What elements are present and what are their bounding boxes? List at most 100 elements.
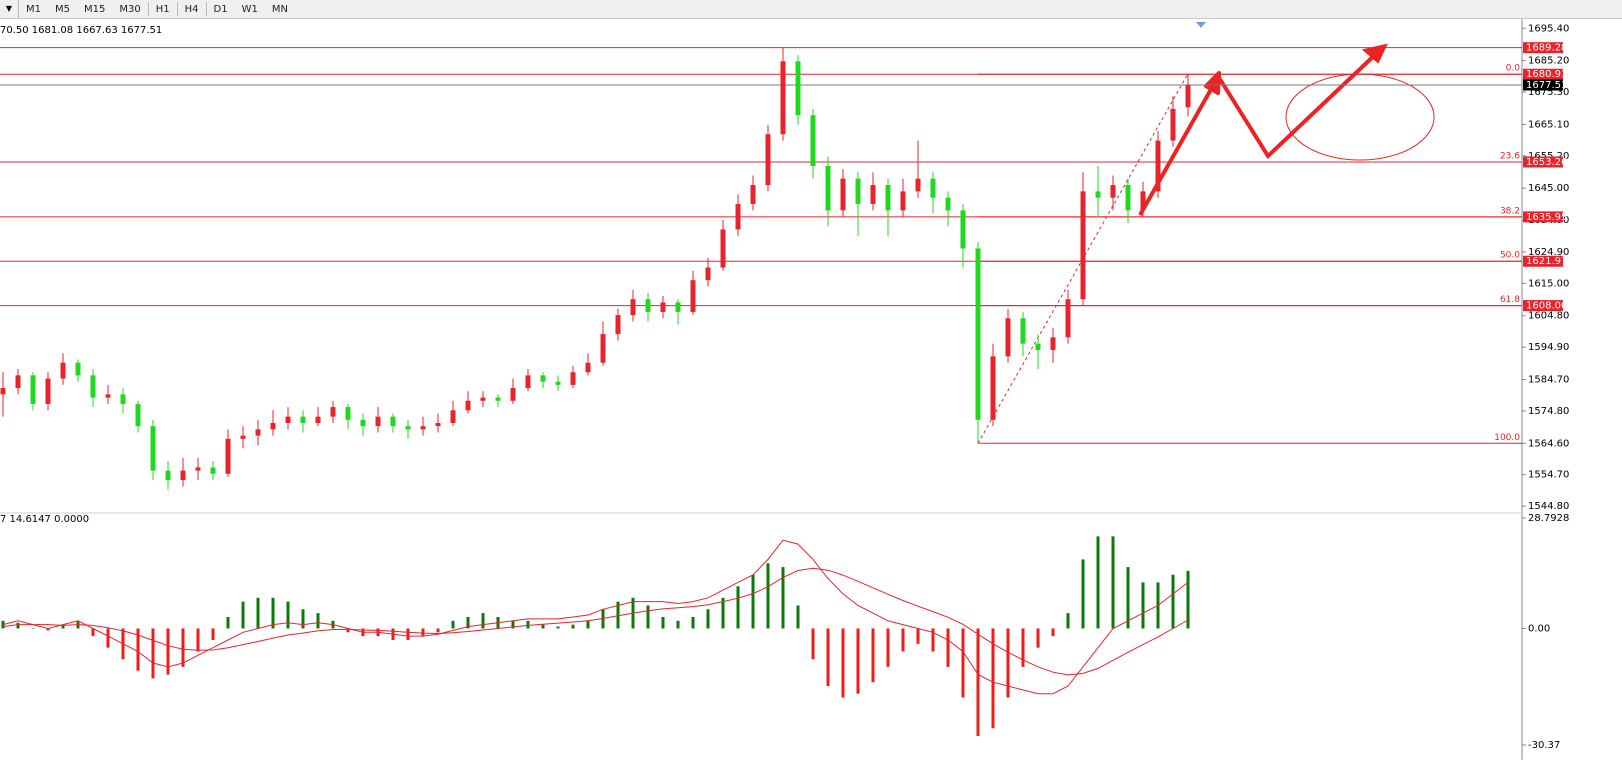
- macd-bar: [1021, 628, 1025, 667]
- macd-bar: [421, 628, 425, 637]
- fibo-label: 0.0: [1506, 64, 1521, 74]
- macd-bar: [1066, 613, 1070, 629]
- fibo-label: 61.8: [1500, 295, 1520, 305]
- candle-body: [1170, 108, 1176, 141]
- macd-bar: [451, 620, 455, 629]
- separator: [147, 2, 149, 16]
- y-tick-label: 1594.90: [1528, 342, 1569, 353]
- candle-body: [1095, 191, 1101, 198]
- candle-body: [975, 248, 981, 420]
- y-tick-label: 1695.40: [1528, 23, 1569, 34]
- candle-body: [945, 197, 951, 211]
- macd-bar: [796, 605, 800, 629]
- macd-bar: [481, 613, 485, 629]
- candle-body: [630, 299, 636, 316]
- macd-bar: [1051, 628, 1055, 637]
- y-tick-label: 1564.60: [1528, 438, 1569, 449]
- macd-bar: [961, 628, 965, 698]
- candle-body: [1110, 185, 1116, 198]
- macd-bar: [706, 609, 710, 629]
- macd-bar: [526, 620, 530, 629]
- macd-bar: [211, 628, 215, 640]
- dropdown[interactable]: ▼: [0, 0, 19, 18]
- macd-bar: [271, 597, 275, 629]
- timeframe-button[interactable]: H4: [178, 0, 206, 18]
- candle-body: [1125, 185, 1131, 211]
- fibo-label: 100.0: [1494, 433, 1520, 443]
- candle-body: [420, 426, 426, 430]
- macd-bar: [511, 620, 515, 629]
- timeframe-button[interactable]: M1: [19, 0, 48, 18]
- macd-bar: [871, 628, 875, 683]
- timeframe-button[interactable]: M5: [48, 0, 77, 18]
- y-tick-label: 1645.00: [1528, 183, 1569, 194]
- price-tag-label: 1608.00: [1526, 301, 1567, 312]
- timeframe-button[interactable]: W1: [235, 0, 265, 18]
- trend-arrow: [1138, 71, 1221, 216]
- candle-body: [60, 362, 66, 379]
- candle-body: [1065, 299, 1071, 338]
- candle-body: [795, 61, 801, 116]
- timeframe-button[interactable]: D1: [207, 0, 235, 18]
- projection-arrow: [1216, 50, 1380, 160]
- candle-body: [450, 410, 456, 423]
- candle-body: [195, 467, 201, 471]
- candle-body: [225, 438, 231, 474]
- macd-bar: [916, 628, 920, 644]
- candle-body: [825, 165, 831, 211]
- candle-body: [180, 470, 186, 481]
- macd-bar: [616, 601, 620, 629]
- candle-body: [1050, 337, 1056, 350]
- y-tick-label: 1604.80: [1528, 311, 1569, 322]
- macd-bar: [286, 601, 290, 629]
- signal-line: [2, 567, 1189, 676]
- macd-bar: [16, 622, 20, 629]
- timeframe-button[interactable]: M30: [112, 0, 147, 18]
- macd-bar: [556, 626, 560, 629]
- y-tick-label: 1554.70: [1528, 470, 1569, 481]
- timeframe-button[interactable]: MN: [265, 0, 295, 18]
- y-tick-label: -30.37: [1528, 740, 1560, 751]
- timeframe-button[interactable]: M15: [77, 0, 112, 18]
- price-tag: [1523, 79, 1563, 91]
- price-tag: [1523, 156, 1563, 168]
- macd-bar: [91, 628, 95, 637]
- candle-body: [15, 375, 21, 389]
- candle-body: [645, 299, 651, 312]
- fibo-label: 23.6: [1500, 151, 1520, 161]
- candle-body: [465, 400, 471, 411]
- candle-body: [555, 381, 561, 385]
- candle-body: [1185, 85, 1191, 108]
- macd-bar: [886, 628, 890, 667]
- macd-bar: [571, 624, 575, 629]
- macd-bar: [436, 628, 440, 633]
- macd-bar: [856, 628, 860, 694]
- separator: [205, 2, 207, 16]
- shift-marker: [1196, 22, 1206, 28]
- candle-body: [585, 362, 591, 373]
- macd-bar: [676, 620, 680, 629]
- macd-bar: [151, 628, 155, 679]
- macd-bar: [136, 628, 140, 671]
- candle-body: [345, 407, 351, 420]
- candle-body: [510, 388, 516, 401]
- price-tag: [1523, 211, 1563, 223]
- price-tag: [1523, 68, 1563, 80]
- fibo-label: 50.0: [1500, 251, 1520, 261]
- timeframe-button[interactable]: H1: [149, 0, 177, 18]
- macd-bar: [586, 620, 590, 629]
- macd-bar: [1126, 567, 1130, 629]
- macd-bar: [826, 628, 830, 687]
- macd-bar: [721, 597, 725, 629]
- macd-line: [2, 539, 1189, 695]
- candle-body: [360, 419, 366, 427]
- y-tick-label: 1624.90: [1528, 247, 1569, 258]
- macd-bar: [241, 601, 245, 629]
- candle-body: [135, 403, 141, 427]
- candle-body: [960, 210, 966, 249]
- candle-body: [1140, 191, 1146, 211]
- macd-bar: [61, 624, 65, 629]
- candle-body: [315, 416, 321, 423]
- macd-bar: [931, 628, 935, 652]
- candle-body: [240, 435, 246, 439]
